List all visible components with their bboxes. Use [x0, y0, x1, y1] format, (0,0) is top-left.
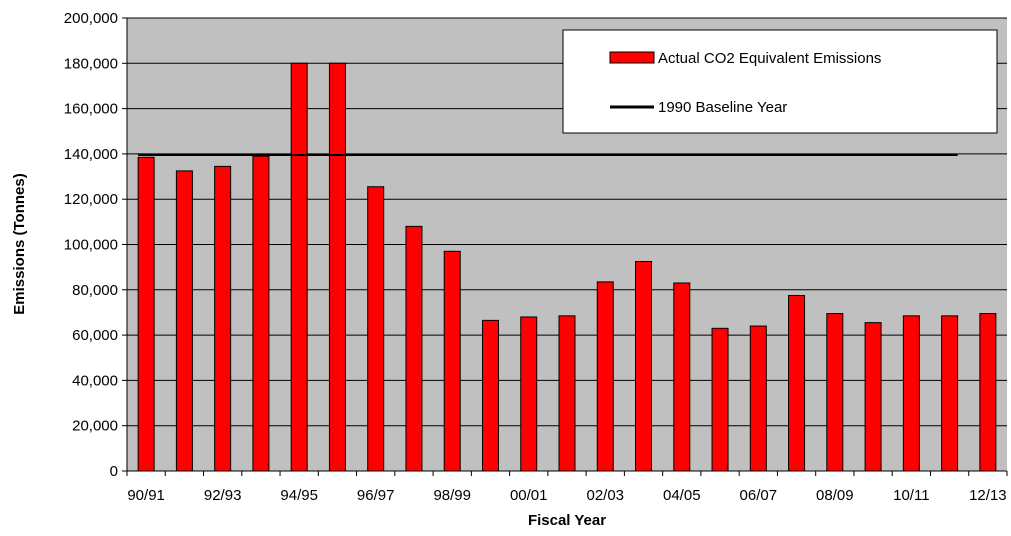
x-axis-ticks: 90/91 92/93 94/95 96/97 98/99 00/01 02/03 04/05…	[126, 471, 1008, 504]
x-tick-label: 90/91	[127, 487, 165, 504]
bar-93-94	[252, 155, 270, 472]
x-axis-title: Fiscal Year	[528, 512, 606, 529]
bar-04-05	[673, 282, 691, 472]
legend-label-baseline: 1990 Baseline Year	[658, 99, 787, 116]
legend: Actual CO2 Equivalent Emissions 1990 Bas…	[562, 29, 998, 134]
bar-07-08	[788, 294, 806, 472]
y-tick-label: 100,000	[64, 237, 118, 254]
y-tick-label: 40,000	[72, 372, 118, 389]
bar-10-11	[902, 315, 920, 472]
bar-02-03	[596, 281, 614, 472]
bar-09-10	[864, 322, 882, 472]
x-tick-label: 08/09	[816, 487, 854, 504]
x-tick-label: 98/99	[433, 487, 471, 504]
x-tick-label: 06/07	[740, 487, 778, 504]
bars	[137, 62, 997, 472]
y-tick-label: 120,000	[64, 191, 118, 208]
x-tick-label: 92/93	[204, 487, 242, 504]
bar-98-99	[443, 250, 461, 472]
y-axis-ticks: 0 20,000 40,000 60,000 80,000 100,000 120,000 1…	[64, 10, 127, 480]
legend-swatch-emissions	[609, 51, 655, 64]
y-tick-label: 160,000	[64, 101, 118, 118]
bar-08-09	[826, 313, 844, 472]
legend-label-emissions: Actual CO2 Equivalent Emissions	[658, 50, 881, 67]
legend-box	[562, 29, 998, 134]
bar-91-92	[175, 170, 193, 472]
bar-95-96	[328, 62, 346, 472]
y-axis-title: Emissions (Tonnes)	[11, 173, 28, 314]
y-tick-label: 200,000	[64, 10, 118, 27]
bar-11-12	[941, 315, 959, 472]
bar-97-98	[405, 225, 423, 472]
x-tick-label: 94/95	[280, 487, 318, 504]
x-tick-label: 02/03	[586, 487, 624, 504]
bar-03-04	[635, 260, 653, 472]
x-tick-label: 04/05	[663, 487, 701, 504]
bar-06-07	[749, 325, 767, 472]
x-tick-label: 96/97	[357, 487, 395, 504]
y-tick-label: 80,000	[72, 282, 118, 299]
x-tick-label: 12/13	[969, 487, 1007, 504]
bar-12-13	[979, 313, 997, 472]
bar-96-97	[367, 186, 385, 472]
bar-00-01	[520, 316, 538, 472]
bar-94-95	[290, 62, 308, 472]
x-tick-label: 00/01	[510, 487, 548, 504]
bar-90-91	[137, 156, 155, 472]
y-tick-label: 140,000	[64, 146, 118, 163]
x-tick-label: 10/11	[893, 487, 929, 504]
bar-99-00	[481, 319, 499, 472]
bar-05-06	[711, 327, 729, 472]
bar-01-02	[558, 315, 576, 472]
bar-92-93	[214, 165, 232, 472]
y-tick-label: 0	[110, 463, 118, 480]
y-tick-label: 180,000	[64, 55, 118, 72]
y-tick-label: 20,000	[72, 418, 118, 435]
y-tick-label: 60,000	[72, 327, 118, 344]
